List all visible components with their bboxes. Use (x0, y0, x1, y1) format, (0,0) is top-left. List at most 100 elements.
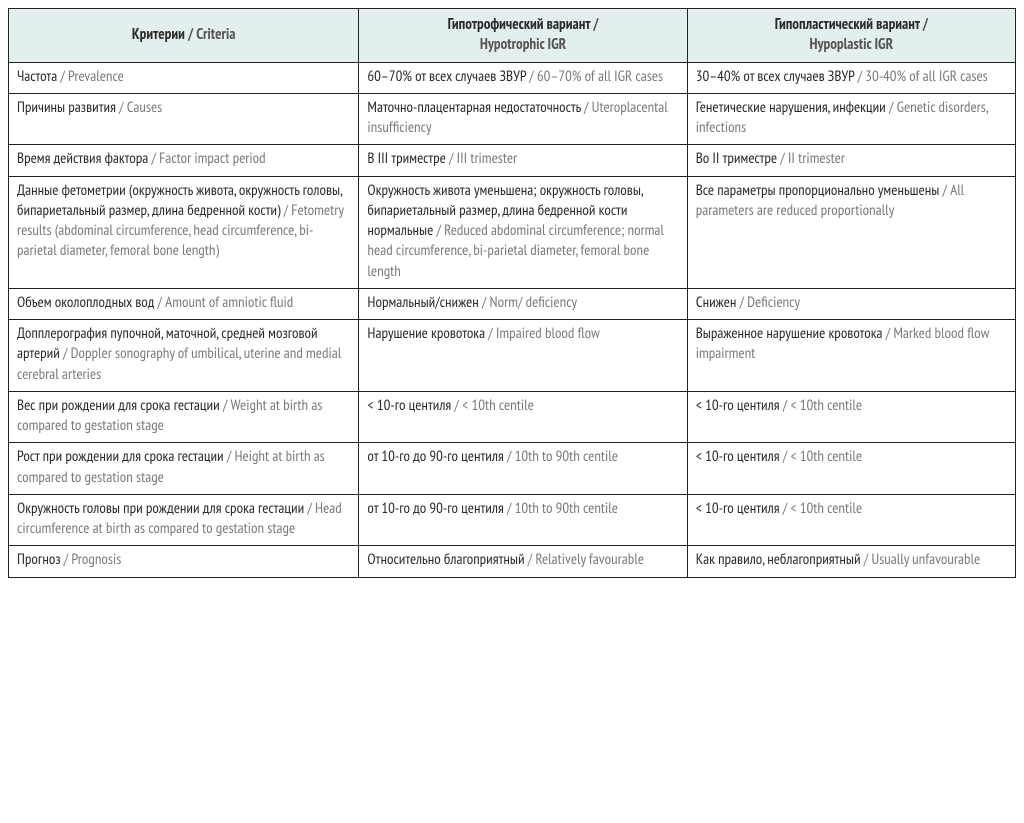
cell-separator: / (736, 293, 747, 312)
cell-hypoplastic-ru: < 10-го центиля (696, 447, 780, 466)
cell-hypoplastic: Выраженное нарушение кровотока / Marked … (687, 320, 1015, 392)
cell-hypoplastic: Как правило, неблагоприятный / Usually u… (687, 546, 1015, 577)
cell-hypotrophic-ru: 60–70% от всех случаев ЗВУР (367, 67, 526, 86)
cell-separator: / (280, 201, 291, 220)
cell-hypotrophic-ru: от 10-го до 90-го центиля (367, 499, 503, 518)
cell-separator: / (886, 98, 897, 117)
cell-hypotrophic: от 10-го до 90-го центиля / 10th to 90th… (359, 494, 687, 546)
cell-hypoplastic: Все параметры пропорционально уменьшены … (687, 176, 1015, 288)
cell-separator: / (780, 447, 791, 466)
cell-criteria-ru: Причины развития (17, 98, 116, 117)
table-row: Прогноз / Prognosis Относительно благопри… (9, 546, 1016, 577)
cell-hypotrophic-ru: В III триместре (367, 149, 445, 168)
cell-separator: / (61, 550, 72, 569)
cell-hypotrophic-ru: Нарушение кровотока (367, 324, 485, 343)
cell-criteria: Окружность головы при рождении для срока… (9, 494, 359, 546)
cell-hypoplastic-ru: 30–40% от всех случаев ЗВУР (696, 67, 855, 86)
table-header: Критерии / Criteria Гипотрофический вари… (9, 9, 1016, 63)
cell-criteria-en: Prevalence (68, 67, 124, 86)
cell-criteria-ru: Рост при рождении для срока гестации (17, 447, 224, 466)
cell-criteria-ru: Объем околоплодных вод (17, 293, 154, 312)
cell-hypotrophic-en: 10th to 90th centile (515, 447, 618, 466)
col-header-hypoplastic-ru: Гипопластический вариант (775, 15, 920, 34)
cell-separator: / (304, 499, 315, 518)
cell-criteria-en: Causes (127, 98, 163, 117)
cell-hypoplastic-en: < 10th centile (790, 499, 862, 518)
cell-separator: / (116, 98, 127, 117)
cell-hypotrophic-en: III trimester (457, 149, 518, 168)
cell-criteria: Вес при рождении для срока гестации / We… (9, 391, 359, 443)
cell-criteria: Прогноз / Prognosis (9, 546, 359, 577)
cell-separator: / (780, 499, 791, 518)
col-header-hypotrophic: Гипотрофический вариант /Hypotrophic IGR (359, 9, 687, 63)
cell-criteria: Частота / Prevalence (9, 62, 359, 93)
cell-criteria: Время действия фактора / Factor impact p… (9, 145, 359, 176)
cell-separator: / (446, 149, 457, 168)
table-row: Причины развития / CausesМаточно-плацент… (9, 93, 1016, 145)
cell-separator: / (433, 221, 444, 240)
col-header-hypoplastic: Гипопластический вариант /Hypoplastic IG… (687, 9, 1015, 63)
col-header-criteria: Критерии / Criteria (9, 9, 359, 63)
table-row: Данные фетометрии (окружность живота, ок… (9, 176, 1016, 288)
cell-hypotrophic: < 10-го центиля / < 10th centile (359, 391, 687, 443)
cell-hypotrophic-en: Impaired blood flow (496, 324, 600, 343)
cell-hypotrophic-ru: Маточно-плацентарная недостаточ­ность (367, 98, 580, 117)
cell-hypoplastic-ru: Во II триместре (696, 149, 777, 168)
cell-criteria: Допплерография пупочной, маточной, средн… (9, 320, 359, 392)
cell-criteria-ru: Прогноз (17, 550, 61, 569)
col-header-criteria-en: / Criteria (188, 25, 236, 44)
table-row: Частота / Prevalence 60–70% от всех случа… (9, 62, 1016, 93)
cell-hypoplastic-en: II trimester (788, 149, 845, 168)
cell-criteria-ru: Окружность головы при рождении для срока… (17, 499, 304, 518)
table-body: Частота / Prevalence 60–70% от всех случа… (9, 62, 1016, 577)
cell-criteria-ru: Частота (17, 67, 57, 86)
cell-hypoplastic-ru: Все параметры пропорционально уменьшены (696, 181, 940, 200)
cell-hypoplastic-en: 30-40% of all IGR cases (865, 67, 988, 86)
cell-separator: / (883, 324, 894, 343)
cell-hypotrophic: Маточно-плацентарная недостаточ­ность / … (359, 93, 687, 145)
cell-hypotrophic: В III триместре / III trimester (359, 145, 687, 176)
cell-criteria-ru: Вес при рождении для срока гестации (17, 396, 220, 415)
table-row: Рост при рождении для срока гестации / H… (9, 443, 1016, 495)
cell-hypotrophic-ru: < 10-го центиля (367, 396, 451, 415)
table-header-row: Критерии / Criteria Гипотрофический вари… (9, 9, 1016, 63)
cell-separator: / (57, 67, 68, 86)
cell-hypoplastic-en: Usually unfavourable (871, 550, 980, 569)
cell-hypoplastic-en: < 10th centile (790, 447, 862, 466)
cell-hypoplastic: Снижен / Deficiency (687, 288, 1015, 319)
cell-hypoplastic-ru: Снижен (696, 293, 737, 312)
cell-hypotrophic: Окружность живота уменьшена; окружность … (359, 176, 687, 288)
table-row: Объем околоплодных вод / Amount of amnio… (9, 288, 1016, 319)
cell-separator: / (485, 324, 496, 343)
cell-hypotrophic-ru: Нормальный/снижен (367, 293, 478, 312)
cell-hypotrophic-ru: Относительно благоприятный (367, 550, 524, 569)
table-row: Окружность головы при рождении для срока… (9, 494, 1016, 546)
table-row: Вес при рождении для срока гестации / We… (9, 391, 1016, 443)
cell-separator: / (861, 550, 872, 569)
cell-separator: / (148, 149, 159, 168)
cell-hypotrophic-en: Relatively favourable (535, 550, 644, 569)
cell-hypoplastic: Генетические нарушения, инфекции / Genet… (687, 93, 1015, 145)
col-header-hypotrophic-ru: Гипотрофический вариант (448, 15, 590, 34)
cell-hypotrophic: от 10-го до 90-го центиля / 10th to 90th… (359, 443, 687, 495)
cell-hypoplastic: < 10-го центиля / < 10th centile (687, 391, 1015, 443)
cell-separator: / (854, 67, 865, 86)
cell-separator: / (581, 98, 592, 117)
cell-separator: / (220, 396, 231, 415)
cell-hypoplastic-ru: Выраженное нарушение кровотока (696, 324, 883, 343)
cell-separator: / (224, 447, 235, 466)
cell-hypotrophic-en: 10th to 90th centile (515, 499, 618, 518)
cell-hypoplastic: Во II триместре / II trimester (687, 145, 1015, 176)
cell-hypoplastic-en: < 10th centile (790, 396, 862, 415)
cell-separator: / (479, 293, 490, 312)
cell-hypoplastic: < 10-го центиля / < 10th centile (687, 494, 1015, 546)
cell-hypotrophic-ru: от 10-го до 90-го центиля (367, 447, 503, 466)
cell-separator: / (525, 550, 536, 569)
cell-hypoplastic-ru: < 10-го центиля (696, 396, 780, 415)
cell-criteria: Причины развития / Causes (9, 93, 359, 145)
cell-criteria-ru: Время действия фактора (17, 149, 148, 168)
cell-hypotrophic-en: Norm/ deficiency (490, 293, 577, 312)
cell-separator: / (780, 396, 791, 415)
table-row: Допплерография пупочной, маточной, средн… (9, 320, 1016, 392)
cell-criteria-en: Factor impact period (159, 149, 266, 168)
